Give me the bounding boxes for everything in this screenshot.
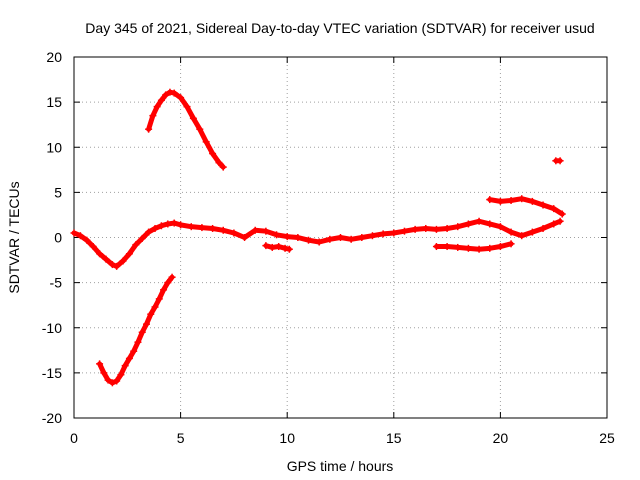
x-tick-label: 10 bbox=[279, 430, 295, 446]
data-points bbox=[70, 88, 566, 387]
data-point bbox=[219, 163, 227, 171]
y-tick-label: -15 bbox=[42, 365, 62, 381]
y-tick-label: -10 bbox=[42, 320, 62, 336]
data-point bbox=[507, 240, 515, 248]
chart-title: Day 345 of 2021, Sidereal Day-to-day VTE… bbox=[85, 20, 594, 36]
y-tick-label: -20 bbox=[42, 410, 62, 426]
y-tick-label: 10 bbox=[46, 139, 62, 155]
y-tick-label: 15 bbox=[46, 94, 62, 110]
data-point bbox=[556, 157, 564, 165]
y-tick-label: 20 bbox=[46, 49, 62, 65]
data-point bbox=[556, 217, 564, 225]
y-axis-label: SDTVAR / TECUs bbox=[6, 181, 22, 293]
x-tick-label: 0 bbox=[70, 430, 78, 446]
x-tick-label: 20 bbox=[493, 430, 509, 446]
x-tick-label: 5 bbox=[177, 430, 185, 446]
x-axis-label: GPS time / hours bbox=[287, 458, 394, 474]
y-tick-label: -5 bbox=[50, 275, 63, 291]
x-tick-label: 15 bbox=[386, 430, 402, 446]
x-tick-label: 25 bbox=[599, 430, 615, 446]
y-tick-label: 0 bbox=[54, 230, 62, 246]
series-trace bbox=[551, 206, 565, 217]
y-tick-label: 5 bbox=[54, 184, 62, 200]
axis-ticks: 0 5 10 15 20 25 -20 -15 -10 -5 0 5 10 15 20 bbox=[42, 49, 615, 446]
grid-lines bbox=[74, 57, 607, 418]
data-point bbox=[285, 245, 293, 253]
data-point bbox=[168, 273, 176, 281]
data-point bbox=[558, 210, 566, 218]
